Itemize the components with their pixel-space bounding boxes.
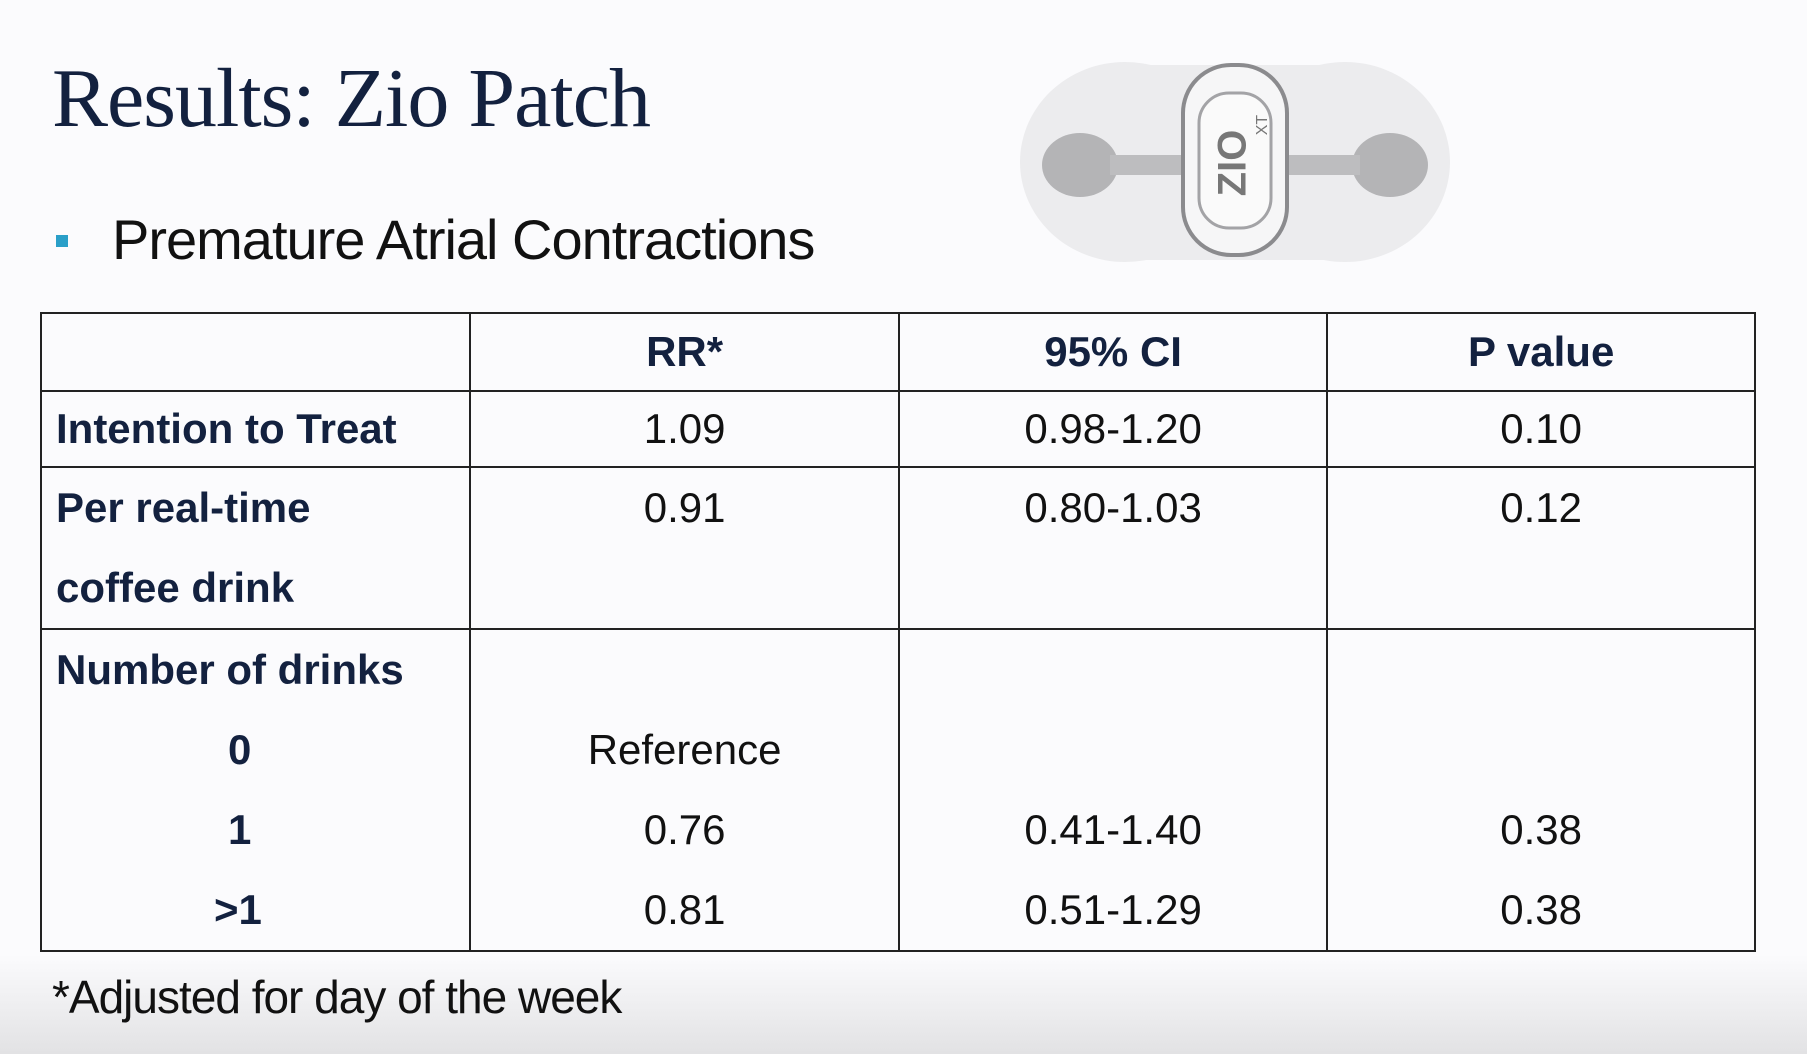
column-header: RR* xyxy=(646,328,724,375)
row-label: Per real-time xyxy=(56,484,311,531)
cell: 0.81 xyxy=(643,886,726,933)
cell: 1.09 xyxy=(643,405,726,452)
level-label: 0 xyxy=(228,726,252,773)
header-row: RR* 95% CI P value xyxy=(39,312,1756,392)
bullet-text: Premature Atrial Contractions xyxy=(112,208,815,271)
row-label: Intention to Treat xyxy=(56,405,397,452)
row: Intention to Treat 1.09 0.98-1.20 0.10 xyxy=(39,390,1756,468)
column-header: 95% CI xyxy=(1044,328,1182,375)
device-model: XT xyxy=(1254,115,1271,136)
cell: 0.91 xyxy=(643,484,726,531)
cell: 0.12 xyxy=(1500,484,1583,531)
bottom-shade xyxy=(0,955,1807,1054)
results-table: RR* 95% CI P value Intention to Treat 1.… xyxy=(39,312,1756,952)
column-header: P value xyxy=(1467,328,1615,375)
cell: 0.80-1.03 xyxy=(1024,484,1202,531)
cell: 0.38 xyxy=(1500,886,1583,933)
level-label: 1 xyxy=(228,806,252,853)
title: Results: Zio Patch xyxy=(52,52,651,145)
bullet-mark xyxy=(56,235,68,247)
group-row: Number of drinks 0 1 >1 Reference 0.76 0… xyxy=(39,628,1756,952)
footnote: *Adjusted for day of the week xyxy=(52,971,622,1023)
row: Per real-time coffee drink 0.91 0.80-1.03… xyxy=(39,466,1756,630)
cell: 0.98-1.20 xyxy=(1024,405,1202,452)
cell: Reference xyxy=(587,726,782,773)
cell: 0.41-1.40 xyxy=(1024,806,1202,853)
row-label: coffee drink xyxy=(56,564,295,611)
level-label: >1 xyxy=(214,886,262,933)
device-image: ZIO XT xyxy=(1020,62,1450,262)
device-brand: ZIO xyxy=(1211,130,1255,197)
cell: 0.10 xyxy=(1500,405,1583,452)
cell: 0.51-1.29 xyxy=(1024,886,1202,933)
group-label: Number of drinks xyxy=(56,646,404,693)
cell: 0.76 xyxy=(643,806,726,853)
cell: 0.38 xyxy=(1500,806,1583,853)
